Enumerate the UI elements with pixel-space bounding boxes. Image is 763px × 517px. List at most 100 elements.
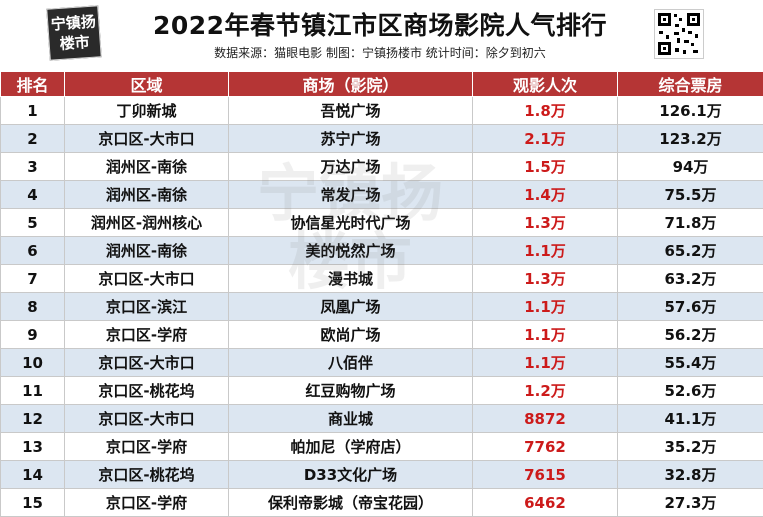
mall-cell: 保利帝影城（帝宝花园） xyxy=(228,488,473,517)
audience-cell: 6462 xyxy=(472,488,618,517)
rank-cell: 4 xyxy=(0,180,65,209)
table-row: 1 丁卯新城 吾悦广场 1.8万 126.1万 xyxy=(0,96,763,125)
rank-cell: 12 xyxy=(0,404,65,433)
rank-cell: 7 xyxy=(0,264,65,293)
audience-cell: 1.1万 xyxy=(472,236,618,265)
box-office-cell: 55.4万 xyxy=(617,348,763,377)
table-row: 2 京口区-大市口 苏宁广场 2.1万 123.2万 xyxy=(0,124,763,153)
box-office-cell: 75.5万 xyxy=(617,180,763,209)
page-title: 2022年春节镇江市区商场影院人气排行 xyxy=(152,11,608,40)
box-office-cell: 52.6万 xyxy=(617,376,763,405)
audience-cell: 7762 xyxy=(472,432,618,461)
mall-cell: 欧尚广场 xyxy=(228,320,473,349)
column-header-rank: 排名 xyxy=(0,71,65,97)
table-header-row: 排名 区域 商场（影院） 观影人次 综合票房 xyxy=(0,71,763,97)
box-office-cell: 65.2万 xyxy=(617,236,763,265)
rank-cell: 10 xyxy=(0,348,65,377)
box-office-cell: 71.8万 xyxy=(617,208,763,237)
column-header-mall: 商场（影院） xyxy=(228,71,473,97)
audience-cell: 2.1万 xyxy=(472,124,618,153)
audience-cell: 1.3万 xyxy=(472,264,618,293)
box-office-cell: 57.6万 xyxy=(617,292,763,321)
box-office-cell: 63.2万 xyxy=(617,264,763,293)
area-cell: 京口区-大市口 xyxy=(64,404,229,433)
area-cell: 润州区-南徐 xyxy=(64,236,229,265)
area-cell: 润州区-南徐 xyxy=(64,152,229,181)
ranking-table: 排名 区域 商场（影院） 观影人次 综合票房 1 丁卯新城 吾悦广场 1.8万 126.… xyxy=(0,71,763,517)
area-cell: 润州区-南徐 xyxy=(64,180,229,209)
mall-cell: 美的悦然广场 xyxy=(228,236,473,265)
table-row: 12 京口区-大市口 商业城 8872 41.1万 xyxy=(0,404,763,433)
audience-cell: 1.1万 xyxy=(472,292,618,321)
table-row: 7 京口区-大市口 漫书城 1.3万 63.2万 xyxy=(0,264,763,293)
rank-cell: 13 xyxy=(0,432,65,461)
area-cell: 京口区-桃花坞 xyxy=(64,460,229,489)
table-row: 11 京口区-桃花坞 红豆购物广场 1.2万 52.6万 xyxy=(0,376,763,405)
box-office-cell: 123.2万 xyxy=(617,124,763,153)
mall-cell: 凤凰广场 xyxy=(228,292,473,321)
box-office-cell: 56.2万 xyxy=(617,320,763,349)
area-cell: 京口区-大市口 xyxy=(64,348,229,377)
mall-cell: D33文化广场 xyxy=(228,460,473,489)
qr-code-icon xyxy=(654,9,704,59)
logo-line-1: 宁镇扬 xyxy=(50,12,97,34)
box-office-cell: 27.3万 xyxy=(617,488,763,517)
logo: 宁镇扬 楼市 xyxy=(46,5,102,61)
mall-cell: 八佰伴 xyxy=(228,348,473,377)
audience-cell: 8872 xyxy=(472,404,618,433)
box-office-cell: 94万 xyxy=(617,152,763,181)
area-cell: 丁卯新城 xyxy=(64,96,229,125)
box-office-cell: 126.1万 xyxy=(617,96,763,125)
table-row: 8 京口区-滨江 凤凰广场 1.1万 57.6万 xyxy=(0,292,763,321)
rank-cell: 15 xyxy=(0,488,65,517)
mall-cell: 常发广场 xyxy=(228,180,473,209)
mall-cell: 帕加尼（学府店） xyxy=(228,432,473,461)
audience-cell: 1.8万 xyxy=(472,96,618,125)
mall-cell: 协信星光时代广场 xyxy=(228,208,473,237)
column-header-audience: 观影人次 xyxy=(472,71,618,97)
table-row: 3 润州区-南徐 万达广场 1.5万 94万 xyxy=(0,152,763,181)
area-cell: 京口区-学府 xyxy=(64,432,229,461)
area-cell: 京口区-大市口 xyxy=(64,124,229,153)
area-cell: 京口区-滨江 xyxy=(64,292,229,321)
mall-cell: 红豆购物广场 xyxy=(228,376,473,405)
box-office-cell: 41.1万 xyxy=(617,404,763,433)
table-row: 9 京口区-学府 欧尚广场 1.1万 56.2万 xyxy=(0,320,763,349)
audience-cell: 1.3万 xyxy=(472,208,618,237)
rank-cell: 5 xyxy=(0,208,65,237)
table-row: 14 京口区-桃花坞 D33文化广场 7615 32.8万 xyxy=(0,460,763,489)
column-header-area: 区域 xyxy=(64,71,229,97)
audience-cell: 1.1万 xyxy=(472,320,618,349)
area-cell: 京口区-大市口 xyxy=(64,264,229,293)
area-cell: 京口区-学府 xyxy=(64,320,229,349)
audience-cell: 1.2万 xyxy=(472,376,618,405)
area-cell: 京口区-学府 xyxy=(64,488,229,517)
mall-cell: 漫书城 xyxy=(228,264,473,293)
table-row: 4 润州区-南徐 常发广场 1.4万 75.5万 xyxy=(0,180,763,209)
rank-cell: 2 xyxy=(0,124,65,153)
table-row: 5 润州区-润州核心 协信星光时代广场 1.3万 71.8万 xyxy=(0,208,763,237)
box-office-cell: 35.2万 xyxy=(617,432,763,461)
rank-cell: 3 xyxy=(0,152,65,181)
mall-cell: 苏宁广场 xyxy=(228,124,473,153)
audience-cell: 1.5万 xyxy=(472,152,618,181)
rank-cell: 11 xyxy=(0,376,65,405)
page-header: 宁镇扬 楼市 2022年春节镇江市区商场影院人气排行 数据来源：猫眼电影 制图：… xyxy=(0,0,763,71)
rank-cell: 8 xyxy=(0,292,65,321)
column-header-box-office: 综合票房 xyxy=(617,71,763,97)
audience-cell: 1.4万 xyxy=(472,180,618,209)
rank-cell: 1 xyxy=(0,96,65,125)
logo-line-2: 楼市 xyxy=(59,32,91,54)
rank-cell: 14 xyxy=(0,460,65,489)
audience-cell: 1.1万 xyxy=(472,348,618,377)
mall-cell: 商业城 xyxy=(228,404,473,433)
rank-cell: 6 xyxy=(0,236,65,265)
mall-cell: 万达广场 xyxy=(228,152,473,181)
audience-cell: 7615 xyxy=(472,460,618,489)
table-row: 10 京口区-大市口 八佰伴 1.1万 55.4万 xyxy=(0,348,763,377)
table-row: 6 润州区-南徐 美的悦然广场 1.1万 65.2万 xyxy=(0,236,763,265)
area-cell: 京口区-桃花坞 xyxy=(64,376,229,405)
table-row: 13 京口区-学府 帕加尼（学府店） 7762 35.2万 xyxy=(0,432,763,461)
rank-cell: 9 xyxy=(0,320,65,349)
area-cell: 润州区-润州核心 xyxy=(64,208,229,237)
